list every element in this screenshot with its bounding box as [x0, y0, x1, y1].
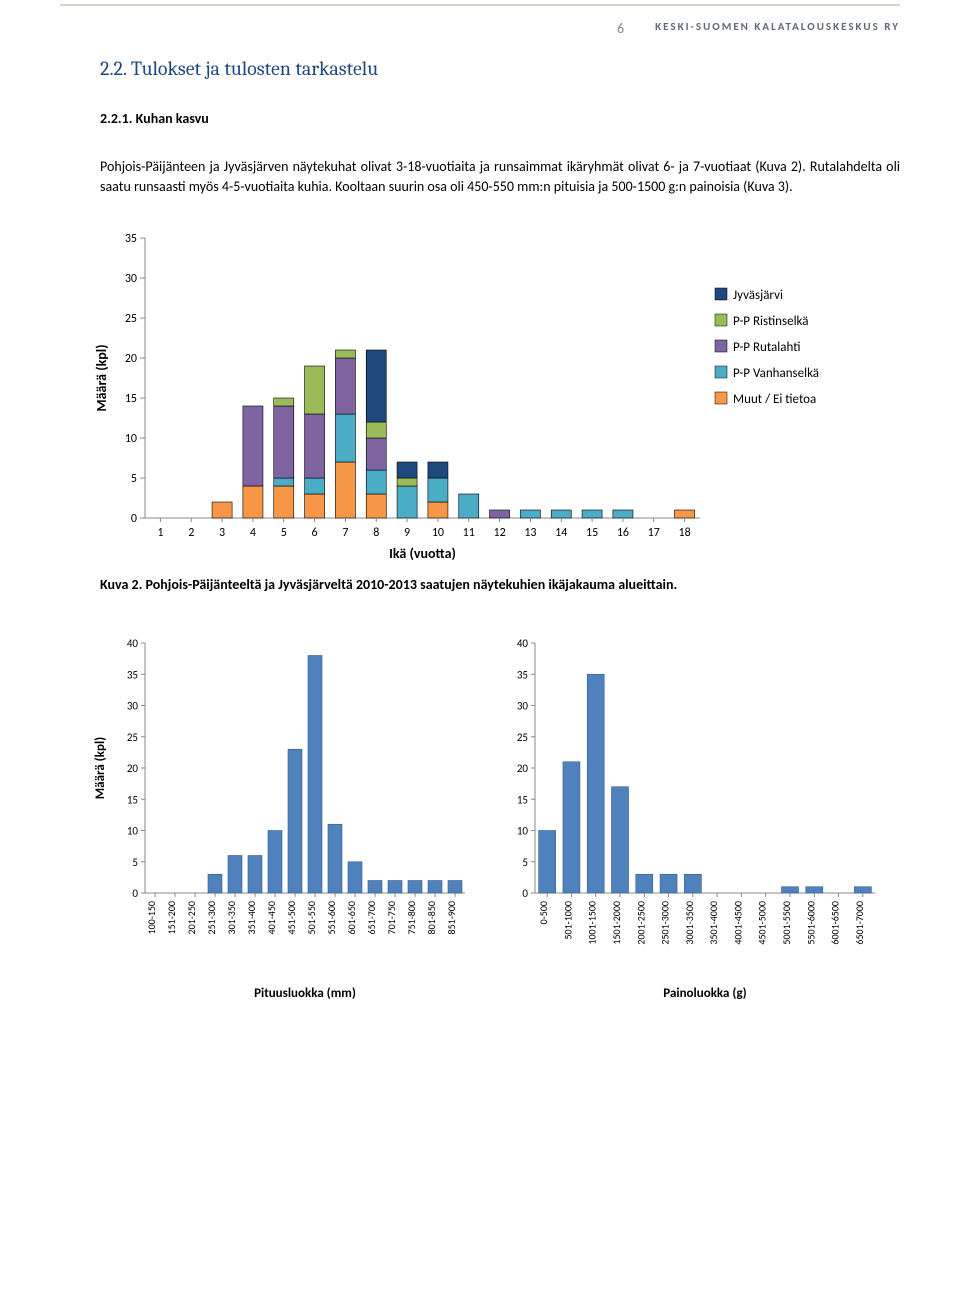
svg-text:14: 14	[555, 526, 567, 540]
svg-text:Pituusluokka (mm): Pituusluokka (mm)	[254, 986, 356, 1001]
svg-text:3001-3500: 3001-3500	[683, 901, 696, 945]
svg-text:2501-3000: 2501-3000	[659, 901, 672, 945]
svg-text:5001-5500: 5001-5500	[780, 901, 793, 945]
svg-text:2001-2500: 2001-2500	[634, 901, 647, 945]
svg-text:5: 5	[522, 855, 528, 868]
svg-text:20: 20	[127, 762, 139, 775]
svg-text:P-P Rutalahti: P-P Rutalahti	[733, 340, 800, 355]
svg-text:451-500: 451-500	[285, 901, 298, 934]
svg-text:20: 20	[517, 762, 529, 775]
svg-text:3: 3	[219, 526, 225, 540]
svg-text:Jyväsjärvi: Jyväsjärvi	[733, 288, 783, 303]
svg-text:7: 7	[342, 526, 348, 540]
svg-text:10: 10	[127, 824, 139, 837]
svg-text:8: 8	[373, 526, 379, 540]
svg-text:Ikä (vuotta): Ikä (vuotta)	[389, 545, 456, 562]
svg-text:201-250: 201-250	[185, 901, 198, 934]
svg-text:4001-4500: 4001-4500	[731, 901, 744, 945]
svg-text:10: 10	[517, 824, 529, 837]
subsection-title: 2.2.1. Kuhan kasvu	[100, 110, 900, 127]
svg-text:15: 15	[517, 793, 528, 806]
svg-text:551-600: 551-600	[325, 901, 338, 934]
svg-text:Muut / Ei tietoa: Muut / Ei tietoa	[733, 392, 816, 407]
svg-text:40: 40	[517, 637, 529, 650]
svg-text:6001-6500: 6001-6500	[829, 901, 842, 945]
svg-text:6501-7000: 6501-7000	[853, 901, 866, 945]
svg-text:Painoluokka (g): Painoluokka (g)	[663, 986, 746, 1001]
svg-text:10: 10	[125, 432, 137, 446]
svg-text:5501-6000: 5501-6000	[804, 901, 817, 945]
svg-text:25: 25	[127, 730, 138, 743]
section-title: 2.2. Tulokset ja tulosten tarkastelu	[100, 57, 900, 80]
svg-text:15: 15	[127, 793, 138, 806]
svg-text:16: 16	[617, 526, 629, 540]
svg-text:4501-5000: 4501-5000	[756, 901, 769, 945]
svg-text:4: 4	[250, 526, 256, 540]
svg-text:15: 15	[125, 392, 137, 406]
svg-text:3501-4000: 3501-4000	[707, 901, 720, 945]
svg-text:25: 25	[517, 730, 528, 743]
svg-text:13: 13	[524, 526, 536, 540]
svg-text:651-700: 651-700	[365, 901, 378, 934]
svg-text:501-1000: 501-1000	[561, 901, 574, 940]
svg-text:0: 0	[132, 887, 138, 900]
svg-text:0: 0	[131, 512, 137, 526]
svg-text:15: 15	[586, 526, 598, 540]
svg-text:401-450: 401-450	[265, 901, 278, 934]
svg-text:11: 11	[463, 526, 475, 540]
chart1-caption: Kuva 2. Pohjois-Päijänteeltä ja Jyväsjär…	[100, 576, 900, 593]
svg-text:35: 35	[127, 668, 138, 681]
svg-text:40: 40	[127, 637, 139, 650]
chart-length-class: 0 5 10 15 20 25 30 35 40 100-150 151-200 201-250 251…	[90, 633, 470, 1003]
svg-text:6: 6	[312, 526, 318, 540]
page-number: 6	[617, 20, 625, 37]
svg-text:18: 18	[678, 526, 690, 540]
svg-text:151-200: 151-200	[165, 901, 178, 934]
svg-text:1501-2000: 1501-2000	[610, 901, 623, 945]
svg-text:851-900: 851-900	[445, 901, 458, 934]
svg-text:P-P Ristinselkä: P-P Ristinselkä	[733, 314, 808, 329]
svg-text:0-500: 0-500	[537, 901, 550, 924]
svg-text:5: 5	[281, 526, 287, 540]
svg-text:P-P Vanhanselkä: P-P Vanhanselkä	[733, 366, 819, 381]
svg-text:25: 25	[125, 312, 137, 326]
chart-weight-class: 0 5 10 15 20 25 30 35 40 0-500 501-1000 1001-1500 15…	[500, 633, 880, 1003]
svg-text:501-550: 501-550	[305, 901, 318, 934]
svg-text:1001-1500: 1001-1500	[586, 901, 599, 945]
svg-text:601-650: 601-650	[345, 901, 358, 934]
svg-text:9: 9	[404, 526, 410, 540]
body-paragraph: Pohjois-Päijänteen ja Jyväsjärven näytek…	[100, 157, 900, 198]
svg-text:12: 12	[493, 526, 505, 540]
chart-age-distribution: 0510152025303512345678910111213141516171…	[90, 228, 900, 568]
svg-text:Määrä (kpl): Määrä (kpl)	[93, 344, 110, 411]
svg-text:751-800: 751-800	[405, 901, 418, 934]
svg-text:5: 5	[132, 855, 138, 868]
svg-text:801-850: 801-850	[425, 901, 438, 934]
svg-text:251-300: 251-300	[205, 901, 218, 934]
svg-text:0: 0	[522, 887, 528, 900]
svg-text:100-150: 100-150	[145, 901, 158, 934]
svg-text:35: 35	[517, 668, 528, 681]
svg-text:Määrä (kpl): Määrä (kpl)	[93, 736, 108, 798]
svg-text:5: 5	[131, 472, 137, 486]
svg-text:17: 17	[648, 526, 660, 540]
svg-text:20: 20	[125, 352, 137, 366]
svg-text:351-400: 351-400	[245, 901, 258, 934]
svg-text:30: 30	[125, 272, 137, 286]
svg-text:30: 30	[517, 699, 529, 712]
svg-text:701-750: 701-750	[385, 901, 398, 934]
svg-text:301-350: 301-350	[225, 901, 238, 934]
svg-text:1: 1	[157, 526, 163, 540]
svg-text:10: 10	[432, 526, 444, 540]
svg-text:2: 2	[188, 526, 194, 540]
org-name: KESKI-SUOMEN KALATALOUSKESKUS RY	[655, 20, 900, 37]
svg-text:35: 35	[125, 232, 137, 246]
svg-text:30: 30	[127, 699, 139, 712]
